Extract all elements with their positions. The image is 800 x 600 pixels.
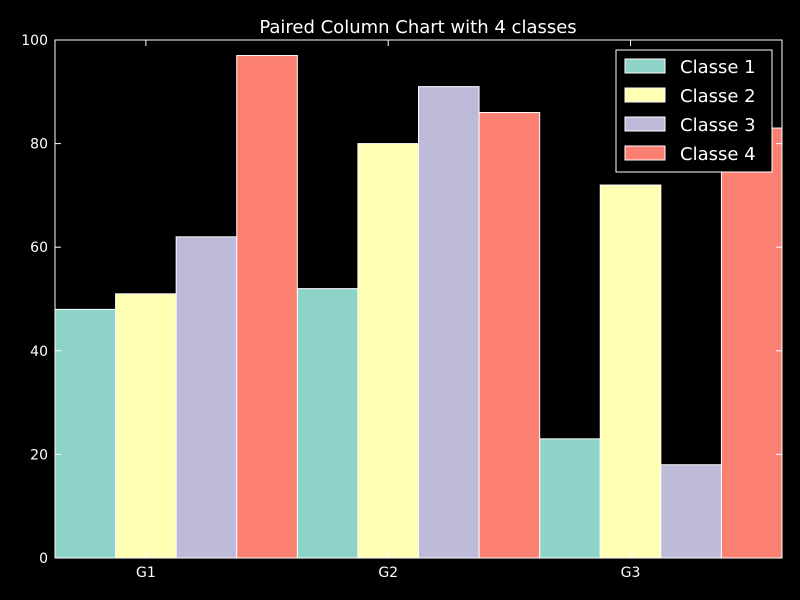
legend-swatch-3 (624, 116, 666, 132)
bar-g1-series-4 (236, 55, 298, 559)
y-tick-label: 0 (39, 551, 48, 567)
legend-swatch-1 (624, 58, 666, 74)
chart-title: Paired Column Chart with 4 classes (259, 17, 576, 38)
legend-label-4: Classe 4 (680, 144, 756, 165)
bar-g2-series-2 (357, 143, 419, 559)
legend: Classe 1 Classe 2 Classe 3 Classe 4 (615, 49, 773, 173)
x-tick-label: G2 (378, 565, 398, 581)
bar-g1-series-3 (175, 236, 238, 559)
bar-g1-series-1 (54, 308, 117, 559)
legend-swatch-2 (624, 87, 666, 103)
bars (54, 55, 783, 559)
bar-g2-series-1 (296, 288, 359, 559)
axes: 0 20 40 60 80 100 G1 G2 G3 (21, 33, 783, 581)
bar-g1-series-2 (115, 293, 177, 559)
x-tick-label: G3 (621, 565, 641, 581)
bar-g3-series-2 (599, 184, 662, 559)
plot-frame (54, 39, 783, 559)
bar-g2-series-3 (418, 86, 480, 559)
bar-g3-series-3 (660, 464, 722, 559)
y-tick-label: 40 (30, 344, 48, 360)
y-tick-label: 100 (21, 33, 48, 49)
legend-label-3: Classe 3 (680, 115, 756, 136)
legend-label-2: Classe 2 (680, 86, 756, 107)
legend-label-1: Classe 1 (680, 57, 756, 78)
y-tick-label: 20 (30, 447, 48, 463)
legend-swatch-4 (624, 145, 666, 161)
y-tick-label: 80 (30, 137, 48, 153)
bar-g3-series-4 (720, 127, 783, 559)
bar-g2-series-4 (478, 112, 541, 559)
x-tick-label: G1 (136, 565, 156, 581)
bar-g3-series-1 (539, 438, 601, 559)
y-tick-label: 60 (30, 240, 48, 256)
